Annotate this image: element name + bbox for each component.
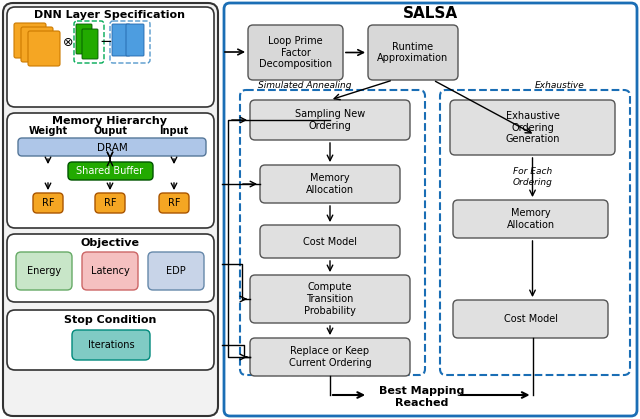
FancyBboxPatch shape — [68, 162, 153, 180]
Text: Replace or Keep
Current Ordering: Replace or Keep Current Ordering — [289, 346, 371, 368]
Text: Loop Prime
Factor
Decomposition: Loop Prime Factor Decomposition — [259, 36, 332, 69]
FancyBboxPatch shape — [3, 3, 218, 416]
FancyBboxPatch shape — [450, 100, 615, 155]
Text: Memory
Allocation: Memory Allocation — [306, 173, 354, 195]
FancyBboxPatch shape — [368, 25, 458, 80]
Text: ⊗: ⊗ — [63, 36, 73, 49]
FancyBboxPatch shape — [159, 193, 189, 213]
FancyBboxPatch shape — [33, 193, 63, 213]
Text: SALSA: SALSA — [403, 5, 458, 21]
Text: Memory Hierarchy: Memory Hierarchy — [52, 116, 168, 126]
FancyBboxPatch shape — [7, 7, 214, 107]
FancyBboxPatch shape — [224, 3, 637, 416]
Text: Ouput: Ouput — [93, 126, 127, 136]
Text: Shared Buffer: Shared Buffer — [76, 166, 143, 176]
Text: EDP: EDP — [166, 266, 186, 276]
FancyBboxPatch shape — [18, 138, 206, 156]
Text: Cost Model: Cost Model — [504, 314, 557, 324]
FancyBboxPatch shape — [7, 234, 214, 302]
FancyBboxPatch shape — [21, 27, 53, 62]
FancyBboxPatch shape — [7, 310, 214, 370]
Text: Objective: Objective — [81, 238, 140, 248]
Text: DRAM: DRAM — [97, 143, 127, 153]
Text: RF: RF — [104, 198, 116, 208]
FancyBboxPatch shape — [453, 200, 608, 238]
Text: Memory
Allocation: Memory Allocation — [506, 208, 555, 230]
FancyBboxPatch shape — [14, 23, 46, 58]
FancyBboxPatch shape — [260, 225, 400, 258]
Text: Sampling New
Ordering: Sampling New Ordering — [295, 109, 365, 131]
FancyBboxPatch shape — [72, 330, 150, 360]
Text: For Each
Ordering: For Each Ordering — [513, 167, 552, 187]
Text: Latency: Latency — [91, 266, 129, 276]
FancyBboxPatch shape — [453, 300, 608, 338]
FancyBboxPatch shape — [28, 31, 60, 66]
Text: Stop Condition: Stop Condition — [64, 315, 156, 325]
Text: Cost Model: Cost Model — [303, 236, 357, 246]
FancyBboxPatch shape — [148, 252, 204, 290]
Text: Runtime
Approximation: Runtime Approximation — [378, 42, 449, 63]
Text: Best Mapping
Reached: Best Mapping Reached — [380, 386, 465, 408]
FancyBboxPatch shape — [82, 252, 138, 290]
FancyBboxPatch shape — [82, 29, 98, 59]
FancyBboxPatch shape — [76, 24, 92, 54]
FancyBboxPatch shape — [7, 113, 214, 228]
Text: Simulated Annealing: Simulated Annealing — [259, 82, 352, 91]
Text: Iterations: Iterations — [88, 340, 134, 350]
Text: Input: Input — [159, 126, 189, 136]
FancyBboxPatch shape — [16, 252, 72, 290]
Text: RF: RF — [42, 198, 54, 208]
FancyBboxPatch shape — [112, 24, 130, 56]
Text: Weight: Weight — [28, 126, 68, 136]
Text: Compute
Transition
Probability: Compute Transition Probability — [304, 282, 356, 316]
FancyBboxPatch shape — [126, 24, 144, 56]
FancyBboxPatch shape — [248, 25, 343, 80]
FancyBboxPatch shape — [250, 275, 410, 323]
FancyBboxPatch shape — [250, 100, 410, 140]
FancyBboxPatch shape — [95, 193, 125, 213]
Text: Exhaustive
Ordering
Generation: Exhaustive Ordering Generation — [505, 111, 560, 144]
FancyBboxPatch shape — [260, 165, 400, 203]
FancyBboxPatch shape — [250, 338, 410, 376]
Text: −: − — [100, 34, 113, 49]
Text: RF: RF — [168, 198, 180, 208]
Text: DNN Layer Specification: DNN Layer Specification — [35, 10, 186, 20]
Text: Exhaustive: Exhaustive — [535, 82, 585, 91]
Text: Energy: Energy — [27, 266, 61, 276]
